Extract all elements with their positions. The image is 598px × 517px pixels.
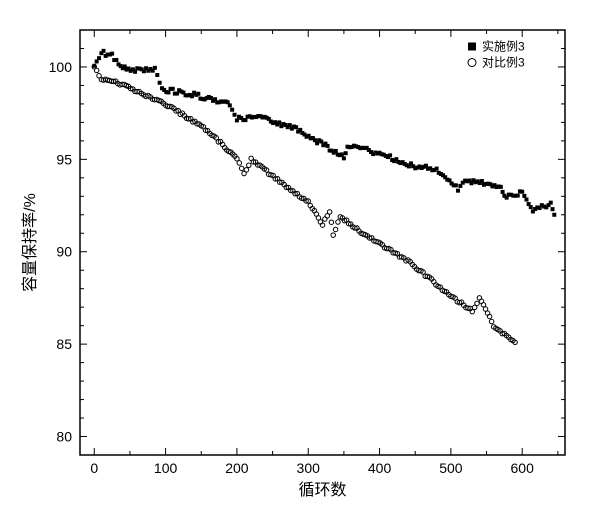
svg-text:循环数: 循环数 (298, 481, 346, 499)
svg-text:200: 200 (225, 460, 249, 476)
svg-text:600: 600 (511, 460, 535, 476)
svg-text:85: 85 (56, 336, 72, 352)
svg-text:100: 100 (49, 59, 73, 75)
svg-text:95: 95 (56, 151, 72, 167)
svg-text:90: 90 (56, 244, 72, 260)
svg-text:对比例3: 对比例3 (482, 56, 525, 70)
svg-text:300: 300 (297, 460, 321, 476)
svg-text:容量保持率/%: 容量保持率/% (21, 193, 39, 292)
capacity-chart: 0 100 200 300 400 500 600 循环数 80 85 90 95 100 容量保持率/%… (0, 0, 598, 517)
svg-text:100: 100 (154, 460, 178, 476)
svg-text:0: 0 (90, 460, 98, 476)
svg-text:80: 80 (56, 429, 72, 445)
svg-text:500: 500 (439, 460, 463, 476)
svg-text:400: 400 (368, 460, 392, 476)
svg-text:实施例3: 实施例3 (482, 39, 525, 54)
